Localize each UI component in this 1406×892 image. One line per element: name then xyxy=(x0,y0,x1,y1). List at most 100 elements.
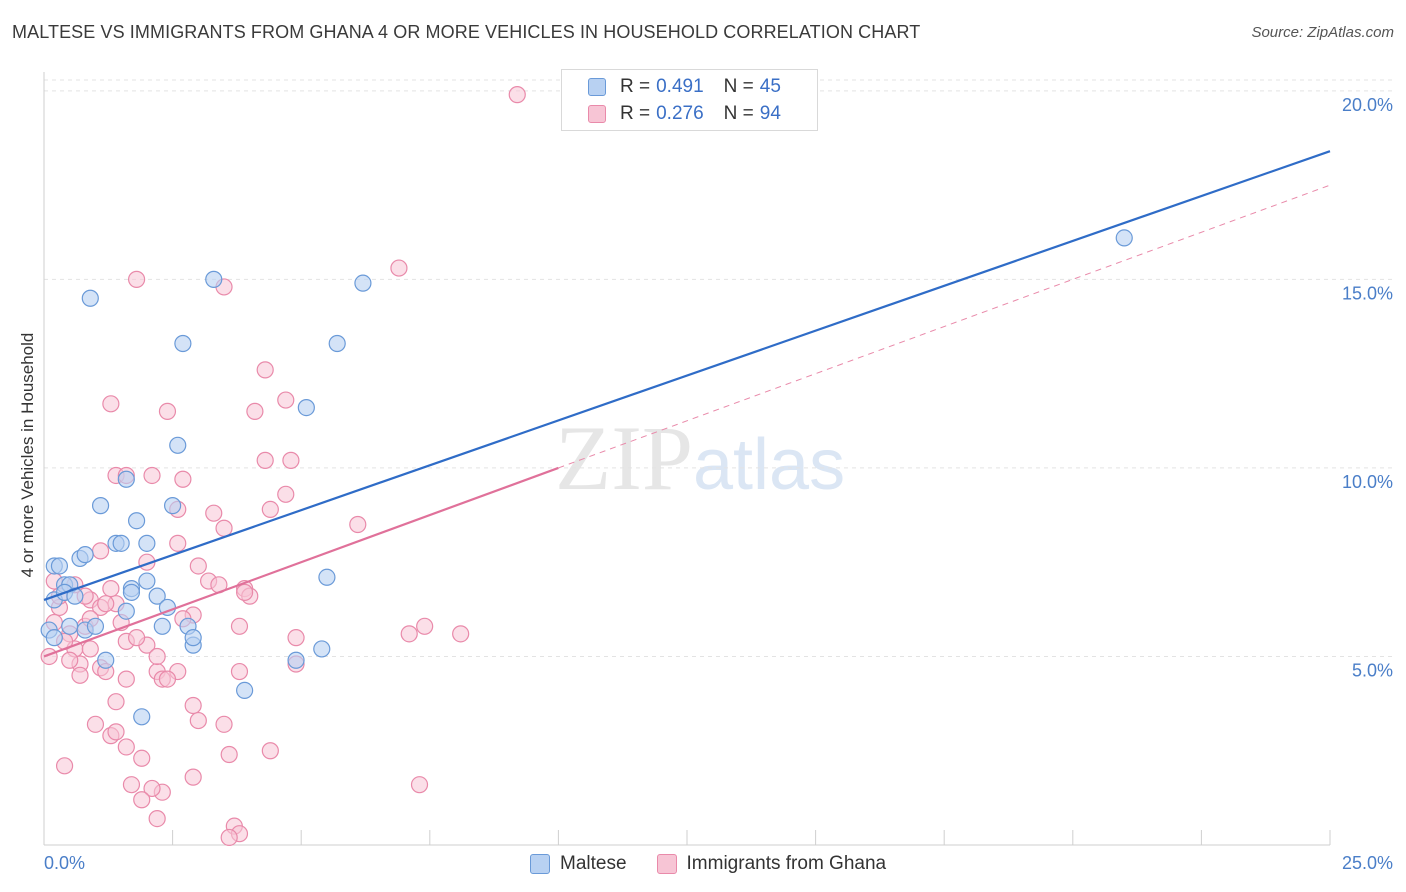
legend-n-label: N = xyxy=(723,76,754,97)
legend-swatch-maltese xyxy=(588,78,606,96)
data-point-ghana xyxy=(277,391,295,409)
chart-title: MALTESE VS IMMIGRANTS FROM GHANA 4 OR MO… xyxy=(12,22,921,42)
data-point-ghana xyxy=(117,738,135,756)
data-point-ghana xyxy=(133,749,151,767)
data-point-ghana xyxy=(148,647,166,666)
data-point-ghana xyxy=(277,485,295,503)
data-point-ghana xyxy=(169,534,187,552)
data-point-ghana xyxy=(282,451,300,469)
data-point-ghana xyxy=(205,504,223,522)
data-point-ghana xyxy=(220,828,238,847)
x-tick-label: 25.0% xyxy=(1342,853,1393,873)
data-point-ghana xyxy=(122,776,141,794)
data-point-maltese xyxy=(205,270,223,288)
watermark-zip: ZIP xyxy=(555,407,693,509)
data-point-ghana xyxy=(236,583,254,601)
trendline-ghana-extension xyxy=(558,184,1331,469)
data-point-maltese xyxy=(138,534,156,552)
data-point-ghana xyxy=(390,259,408,277)
data-point-ghana xyxy=(184,696,202,715)
data-point-ghana xyxy=(261,500,279,519)
data-point-ghana xyxy=(189,557,207,575)
data-point-ghana xyxy=(102,579,120,598)
data-point-ghana xyxy=(107,723,125,741)
data-point-maltese xyxy=(61,617,79,635)
data-point-ghana xyxy=(40,647,58,666)
legend-r-label: R = xyxy=(620,103,651,124)
data-point-maltese xyxy=(184,629,202,647)
data-point-maltese xyxy=(81,289,99,307)
legend-r-value: 0.491 xyxy=(656,76,704,97)
data-point-ghana xyxy=(174,470,192,488)
data-point-maltese xyxy=(50,557,69,575)
data-point-ghana xyxy=(91,542,110,560)
legend-n-value: 94 xyxy=(759,103,781,124)
data-point-maltese xyxy=(91,497,110,515)
data-point-maltese xyxy=(122,583,141,601)
data-point-maltese xyxy=(45,629,63,647)
data-point-ghana xyxy=(127,270,146,288)
data-point-ghana xyxy=(400,625,418,643)
data-point-maltese xyxy=(117,602,135,620)
trendline-ghana xyxy=(43,466,559,658)
data-point-ghana xyxy=(81,640,99,658)
legend-item-ghana: Immigrants from Ghana xyxy=(656,853,887,875)
data-point-ghana xyxy=(117,670,135,688)
data-point-ghana xyxy=(184,768,202,786)
legend-n-label: N = xyxy=(723,103,754,124)
data-point-ghana xyxy=(215,519,233,537)
data-point-ghana xyxy=(230,662,249,681)
legend-label-ghana: Immigrants from Ghana xyxy=(686,853,887,874)
data-point-ghana xyxy=(71,666,89,684)
data-point-ghana xyxy=(107,693,125,711)
data-point-ghana xyxy=(158,670,177,688)
data-point-ghana xyxy=(349,515,367,534)
legend-swatch-ghana xyxy=(656,854,677,874)
data-point-ghana xyxy=(127,629,146,647)
data-point-ghana xyxy=(220,745,238,764)
data-point-ghana xyxy=(158,402,177,420)
series-legend: Maltese Immigrants from Ghana xyxy=(530,851,916,877)
data-point-ghana xyxy=(143,779,161,798)
data-point-ghana xyxy=(256,361,274,379)
data-point-maltese xyxy=(112,534,130,552)
data-point-maltese xyxy=(174,334,192,353)
data-point-ghana xyxy=(143,466,161,485)
data-point-maltese xyxy=(297,398,315,417)
stats-legend: R = 0.491 N = 45 R = 0.276 N = 94 xyxy=(561,69,818,131)
data-point-ghana xyxy=(55,757,74,775)
data-point-ghana xyxy=(508,86,526,104)
data-point-ghana xyxy=(410,776,429,794)
watermark-atlas: atlas xyxy=(693,425,846,505)
data-point-ghana xyxy=(452,625,470,643)
legend-row-maltese: R = 0.491 N = 45 xyxy=(620,74,781,100)
trendline-maltese xyxy=(43,150,1331,601)
legend-r-value: 0.276 xyxy=(656,103,704,124)
data-point-ghana xyxy=(189,711,207,730)
data-point-ghana xyxy=(261,742,279,760)
data-point-ghana xyxy=(230,617,249,635)
data-point-ghana xyxy=(86,715,105,733)
data-point-maltese xyxy=(153,617,171,635)
data-point-maltese xyxy=(117,470,135,488)
source-label: Source: ZipAtlas.com xyxy=(1251,24,1394,41)
data-point-ghana xyxy=(61,651,79,669)
data-point-ghana xyxy=(287,629,305,647)
data-point-ghana xyxy=(133,791,151,809)
x-tick-label: 0.0% xyxy=(44,853,85,873)
data-point-maltese xyxy=(318,568,336,586)
watermark: ZIPatlas xyxy=(555,405,845,511)
data-point-maltese xyxy=(138,572,156,590)
data-point-maltese xyxy=(328,334,346,353)
data-point-maltese xyxy=(164,497,182,515)
y-tick-label: 5.0% xyxy=(1352,660,1393,680)
legend-swatch-ghana xyxy=(588,105,606,123)
legend-label-maltese: Maltese xyxy=(560,853,627,874)
data-point-ghana xyxy=(97,595,115,613)
data-point-maltese xyxy=(97,651,115,669)
data-point-maltese xyxy=(133,708,151,726)
data-point-maltese xyxy=(287,651,305,669)
legend-r-label: R = xyxy=(620,76,651,97)
legend-row-ghana: R = 0.276 N = 94 xyxy=(620,101,781,127)
